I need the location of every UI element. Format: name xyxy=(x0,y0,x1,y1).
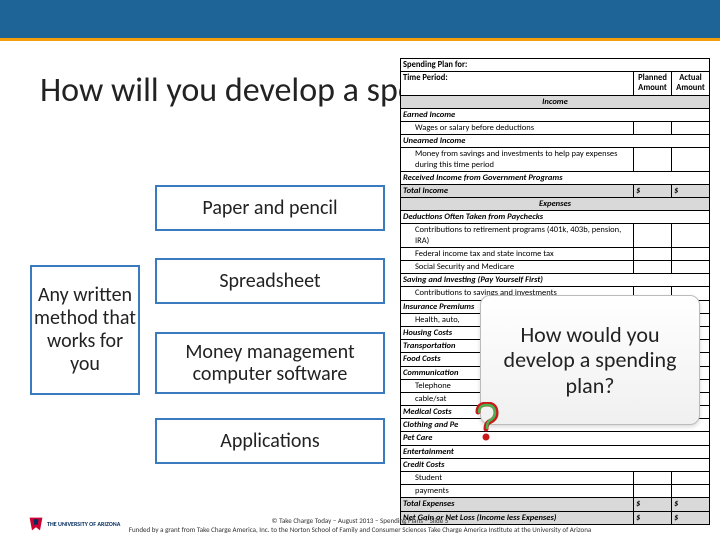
left-method-summary: Any written method that works for you xyxy=(30,265,140,395)
ws-saving: Saving and Investing (Pay Yourself First… xyxy=(401,274,710,287)
callout-question: How would you develop a spending plan? xyxy=(480,295,700,425)
method-spreadsheet: Spreadsheet xyxy=(155,258,385,304)
method-software: Money management computer software xyxy=(155,332,385,394)
header-bar xyxy=(0,0,720,38)
method-applications: Applications xyxy=(155,418,385,464)
footer-line2: Funded by a grant from Take Charge Ameri… xyxy=(0,525,720,534)
ws-expenses-heading: Expenses xyxy=(401,198,710,211)
ws-col-planned: Planned Amount xyxy=(634,72,672,95)
method-paper-pencil: Paper and pencil xyxy=(155,185,385,231)
ws-income-heading: Income xyxy=(401,95,710,108)
ws-unearned: Unearned Income xyxy=(401,135,710,148)
footer-line1: © Take Charge Today – August 2013 – Spen… xyxy=(0,516,720,525)
ws-header2: Time Period: xyxy=(401,72,634,95)
ws-gov: Received Income from Government Programs xyxy=(401,171,710,184)
ws-deductions: Deductions Often Taken from Paychecks xyxy=(401,211,710,224)
ws-earned: Earned Income xyxy=(401,108,710,121)
footer-text: © Take Charge Today – August 2013 – Spen… xyxy=(0,516,720,534)
ws-total-income: Total Income xyxy=(401,184,634,197)
ws-unearned-row: Money from savings and investments to he… xyxy=(401,148,634,171)
spending-plan-worksheet: Spending Plan for: Time Period: Planned … xyxy=(400,58,710,525)
ws-header1: Spending Plan for: xyxy=(401,59,710,72)
question-mark-icon xyxy=(472,402,500,442)
ws-col-actual: Actual Amount xyxy=(672,72,710,95)
ws-earned-row: Wages or salary before deductions xyxy=(401,121,634,134)
